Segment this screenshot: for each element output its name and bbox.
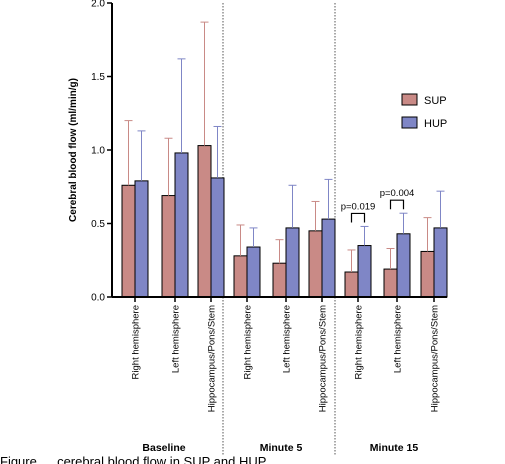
p-value-label: p=0.004: [380, 188, 415, 199]
p-value-label: p=0.019: [341, 201, 376, 212]
x-category-label: Hippocampus/Pons/Stem: [318, 305, 329, 412]
y-tick-label: 2.0: [91, 0, 105, 10]
bar-sup: [161, 195, 176, 298]
bar-sup: [344, 271, 359, 298]
y-axis-label: Cerebral blood flow (ml/min/g): [68, 78, 79, 222]
y-tick-label: 1.5: [91, 72, 105, 83]
error-bars: [124, 21, 445, 273]
bar-hup: [433, 227, 448, 298]
x-category-label: Hippocampus/Pons/Stem: [430, 305, 441, 412]
bar-hup: [321, 218, 336, 298]
bar-sup: [233, 255, 248, 298]
y-tick-label: 0.0: [91, 293, 105, 304]
x-category-label: Right hemisphere: [243, 305, 254, 379]
x-category-label: Right hemisphere: [354, 305, 365, 379]
figure-caption: Figure … cerebral blood flow in SUP and …: [0, 455, 283, 464]
x-category-label: Hippocampus/Pons/Stem: [207, 305, 218, 412]
significance-annotations: p=0.019 p=0.004: [341, 188, 415, 223]
x-category-label: Left hemisphere: [171, 305, 182, 373]
bar-sup: [420, 250, 435, 298]
bar-hup: [246, 246, 261, 298]
significance-bracket: [389, 199, 405, 210]
bar-sup: [121, 184, 136, 298]
x-axis: Right hemisphere Left hemisphere Hippocamp…: [112, 296, 447, 454]
group-label: Baseline: [142, 442, 185, 454]
y-tick-label: 1.0: [91, 146, 105, 157]
bar-sup: [272, 262, 287, 298]
group-label: Minute 15: [370, 442, 419, 454]
bar-hup: [174, 152, 189, 298]
legend-swatch-sup: [401, 93, 418, 106]
bar-hup: [357, 245, 372, 298]
legend-label-hup: HUP: [424, 118, 447, 130]
x-category-label: Right hemisphere: [131, 305, 142, 379]
bar-sup: [308, 230, 323, 298]
bar-hup: [134, 180, 149, 298]
x-category-label: Left hemisphere: [282, 305, 293, 373]
significance-bracket: [350, 212, 366, 223]
bar-hup: [285, 227, 300, 298]
group-label: Minute 5: [260, 442, 303, 454]
y-axis: 0.0 0.5 1.0 1.5 2.0 Cerebral blood flow (ml/m…: [68, 0, 113, 304]
x-category-label: Left hemisphere: [393, 305, 404, 373]
y-tick-label: 0.5: [91, 219, 105, 230]
bars: [121, 145, 448, 298]
bar-sup: [383, 268, 398, 298]
bar-hup: [396, 233, 411, 298]
legend-label-sup: SUP: [424, 95, 447, 107]
bar-sup: [197, 145, 212, 298]
bar-hup: [210, 177, 225, 298]
legend-swatch-hup: [401, 116, 418, 129]
legend: SUP HUP: [401, 93, 447, 130]
